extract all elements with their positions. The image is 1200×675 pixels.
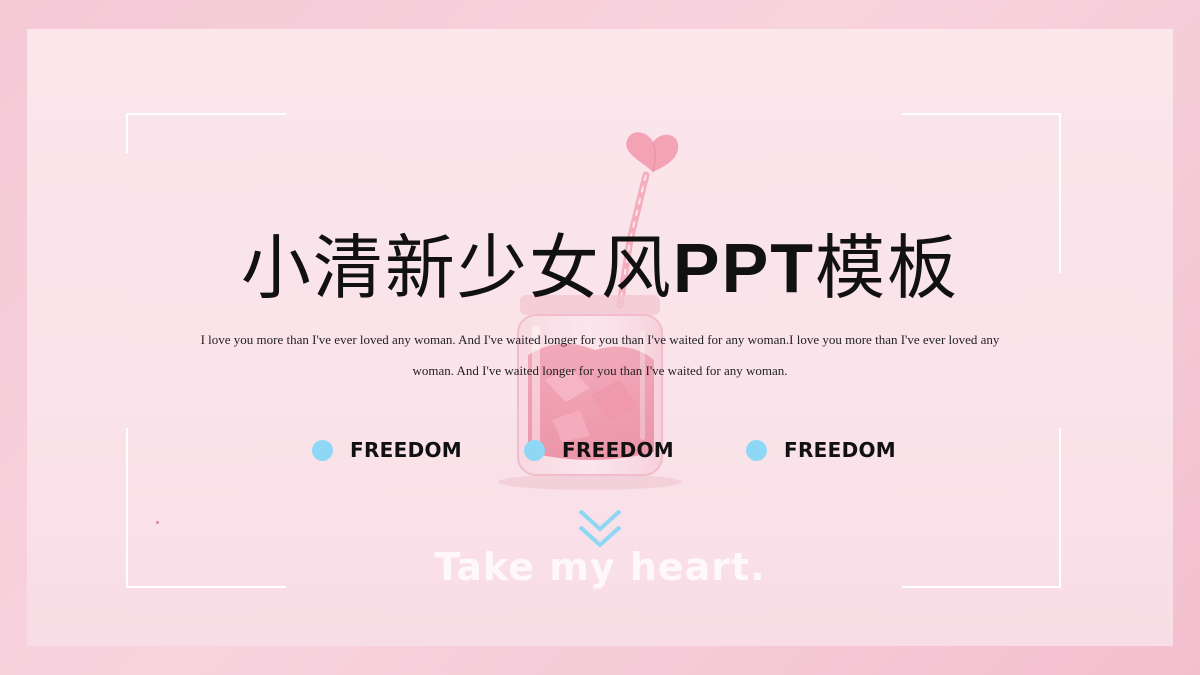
decor-speck bbox=[156, 521, 159, 524]
feature-label: FREEDOM bbox=[562, 438, 674, 462]
frame-corner-top-right bbox=[902, 113, 1061, 273]
feature-label: FREEDOM bbox=[350, 438, 462, 462]
frame-corner-top-left bbox=[126, 113, 286, 153]
feature-list: FREEDOM FREEDOM FREEDOM bbox=[0, 434, 1200, 466]
title-latin: PPT bbox=[672, 229, 816, 307]
feature-item: FREEDOM bbox=[524, 434, 674, 466]
circle-dot-icon bbox=[312, 439, 333, 461]
circle-dot-icon bbox=[524, 439, 545, 461]
jar-illustration bbox=[498, 132, 682, 490]
circle-dot-icon bbox=[746, 439, 767, 461]
tagline-watermark: Take my heart. bbox=[434, 545, 766, 589]
feature-item: FREEDOM bbox=[746, 434, 896, 466]
double-chevron-down-icon[interactable] bbox=[575, 505, 625, 555]
title-cn-prefix: 小清新少女风 bbox=[240, 227, 673, 309]
frame-corner-bottom-left bbox=[126, 428, 286, 588]
feature-item: FREEDOM bbox=[312, 434, 462, 466]
title-cn-suffix: 模板 bbox=[815, 227, 960, 309]
frame-corner-bottom-right bbox=[902, 428, 1061, 588]
page-title: 小清新少女风PPT模板 bbox=[0, 212, 1200, 313]
subtitle-paragraph: I love you more than I've ever loved any… bbox=[200, 332, 1000, 378]
feature-label: FREEDOM bbox=[784, 438, 896, 462]
heart-icon bbox=[626, 132, 679, 173]
